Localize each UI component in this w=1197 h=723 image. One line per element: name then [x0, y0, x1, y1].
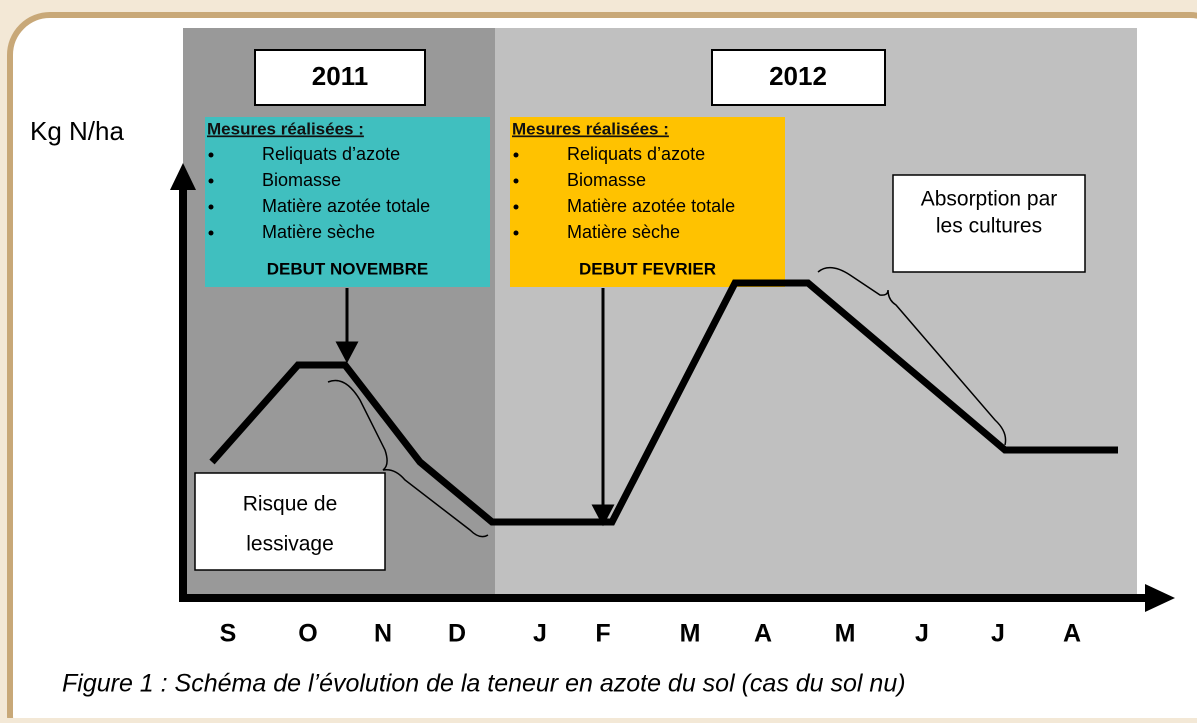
arrow-head: [591, 504, 615, 527]
month-label: O: [298, 620, 317, 648]
bullet: [513, 204, 519, 210]
bullet: [208, 152, 214, 158]
month-label: J: [991, 620, 1005, 648]
box-item: Biomasse: [567, 170, 646, 190]
month-label: F: [595, 620, 610, 648]
box-title: Mesures réalisées :: [512, 119, 669, 138]
box-period: DEBUT NOVEMBRE: [267, 259, 429, 278]
year-box: [711, 49, 886, 106]
bullet: [513, 152, 519, 158]
box-item: Matière azotée totale: [262, 196, 430, 216]
note-text: Risque de: [243, 493, 338, 516]
period-2012: [495, 28, 1137, 595]
box-item: Matière azotée totale: [567, 196, 735, 216]
box-item: Reliquats d’azote: [567, 144, 705, 164]
nitrogen-curve: [209, 279, 1118, 526]
note-box: [194, 472, 386, 571]
box: [205, 117, 490, 287]
month-label: S: [220, 620, 237, 648]
braces: [327, 266, 1007, 538]
curve: [209, 279, 1118, 526]
month-label: J: [533, 620, 547, 648]
box-title: Mesures réalisées :: [207, 119, 364, 138]
note-text: Absorption par: [921, 188, 1058, 211]
x-axis-head: [1145, 584, 1175, 612]
arrows: [335, 288, 615, 527]
month-label: J: [915, 620, 929, 648]
y-axis-head: [170, 163, 196, 190]
month-label: M: [680, 620, 701, 648]
month-label: A: [1063, 620, 1081, 648]
caption: Figure 1 : Schéma de l’évolution de la t…: [62, 670, 906, 698]
month-label: M: [835, 620, 856, 648]
note-text: lessivage: [246, 533, 334, 556]
year: 2012: [769, 61, 827, 91]
year-box: [254, 49, 426, 106]
month-label: N: [374, 620, 392, 648]
box-item: Reliquats d’azote: [262, 144, 400, 164]
y-axis-label: Kg N/ha: [30, 116, 124, 146]
note-text: les cultures: [936, 215, 1042, 238]
box-item: Biomasse: [262, 170, 341, 190]
measure-box: Mesures réalisées : Reliquats d’azote Biom…: [510, 117, 785, 287]
bullet: [513, 178, 519, 184]
box-item: Matière sèche: [262, 222, 375, 242]
bullet: [513, 230, 519, 236]
note-box: [892, 174, 1086, 273]
brace: [327, 379, 489, 538]
axes: [170, 163, 1175, 612]
brace: [817, 266, 1007, 446]
measure-box: Mesures réalisées : Reliquats d’azote Biom…: [205, 117, 490, 287]
bullet: [208, 178, 214, 184]
bullet: [208, 204, 214, 210]
box-item: Matière sèche: [567, 222, 680, 242]
year: 2011: [312, 61, 368, 91]
box: [510, 117, 785, 287]
month-label: A: [754, 620, 772, 648]
box-period: DEBUT FEVRIER: [579, 259, 716, 278]
arrow-head: [335, 341, 359, 364]
month-label: D: [448, 620, 466, 648]
bullet: [208, 230, 214, 236]
